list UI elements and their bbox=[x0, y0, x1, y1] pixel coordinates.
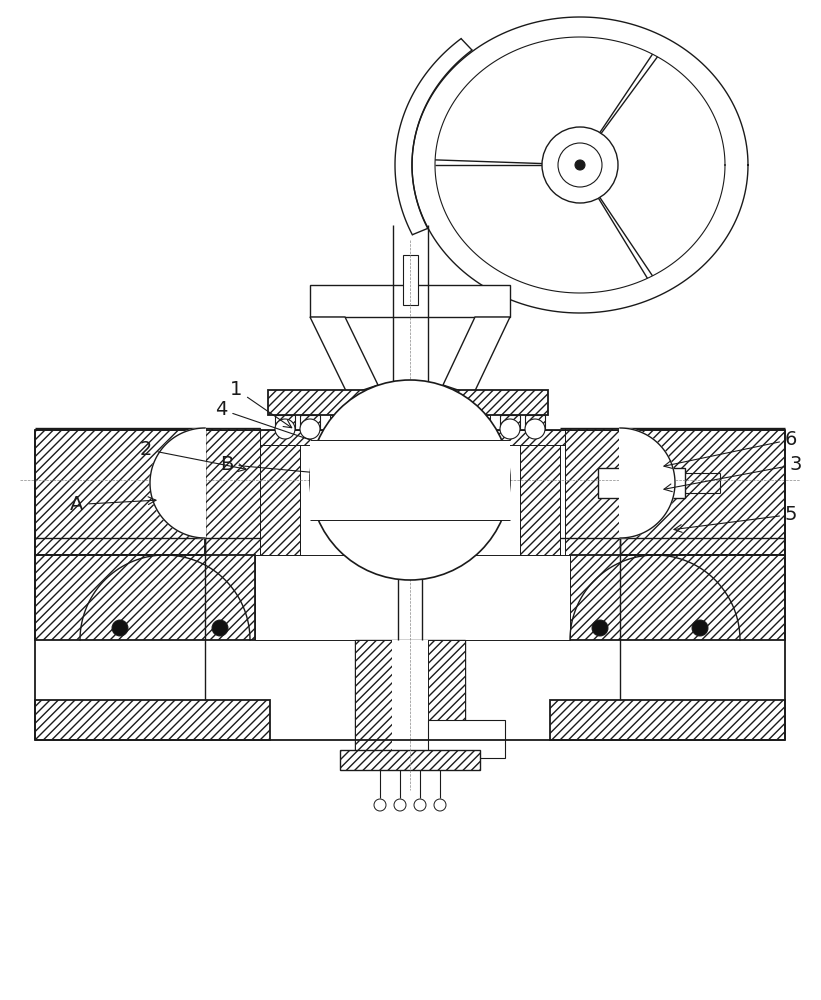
Circle shape bbox=[310, 380, 510, 580]
Polygon shape bbox=[268, 390, 548, 415]
Circle shape bbox=[443, 441, 457, 455]
Polygon shape bbox=[620, 430, 785, 555]
Bar bbox=[403, 255, 418, 305]
Bar bbox=[392, 640, 428, 750]
Bar bbox=[362, 415, 378, 433]
Circle shape bbox=[475, 462, 499, 486]
Circle shape bbox=[443, 423, 457, 437]
Circle shape bbox=[692, 620, 708, 636]
Polygon shape bbox=[35, 430, 205, 555]
Circle shape bbox=[363, 459, 377, 473]
Circle shape bbox=[592, 620, 608, 636]
Circle shape bbox=[558, 143, 602, 187]
Bar bbox=[300, 415, 320, 433]
Bar bbox=[310, 285, 510, 317]
Polygon shape bbox=[35, 555, 255, 640]
Circle shape bbox=[343, 441, 357, 455]
Bar bbox=[428, 720, 505, 758]
Text: A: A bbox=[70, 495, 156, 514]
Circle shape bbox=[414, 799, 426, 811]
Polygon shape bbox=[35, 700, 270, 740]
Polygon shape bbox=[205, 430, 330, 445]
Circle shape bbox=[463, 459, 477, 473]
Polygon shape bbox=[570, 555, 785, 640]
Polygon shape bbox=[255, 555, 570, 640]
Text: 6: 6 bbox=[664, 430, 797, 468]
Bar bbox=[598, 468, 685, 498]
Text: 4: 4 bbox=[215, 400, 336, 450]
Circle shape bbox=[542, 127, 618, 203]
Bar bbox=[340, 750, 480, 770]
Circle shape bbox=[343, 423, 357, 437]
Text: 3: 3 bbox=[664, 455, 802, 492]
Circle shape bbox=[434, 799, 446, 811]
Circle shape bbox=[525, 419, 545, 439]
Bar bbox=[500, 415, 520, 433]
Polygon shape bbox=[550, 700, 785, 740]
Polygon shape bbox=[490, 430, 620, 445]
Polygon shape bbox=[520, 445, 560, 555]
Text: 5: 5 bbox=[674, 505, 797, 532]
Polygon shape bbox=[433, 415, 490, 445]
Bar bbox=[355, 640, 465, 750]
Circle shape bbox=[394, 799, 406, 811]
Bar bbox=[525, 415, 545, 433]
Polygon shape bbox=[310, 440, 510, 520]
Polygon shape bbox=[565, 428, 620, 555]
Polygon shape bbox=[428, 640, 465, 750]
Bar bbox=[462, 415, 478, 433]
Polygon shape bbox=[620, 428, 675, 538]
Bar bbox=[342, 415, 358, 433]
Text: 2: 2 bbox=[140, 440, 246, 472]
Polygon shape bbox=[330, 415, 388, 445]
Circle shape bbox=[374, 799, 386, 811]
Circle shape bbox=[363, 423, 377, 437]
Polygon shape bbox=[443, 317, 510, 395]
Circle shape bbox=[212, 620, 228, 636]
Circle shape bbox=[443, 459, 457, 473]
Circle shape bbox=[275, 419, 295, 439]
Polygon shape bbox=[205, 428, 260, 555]
Circle shape bbox=[322, 466, 338, 482]
Polygon shape bbox=[565, 430, 620, 538]
Circle shape bbox=[315, 459, 345, 489]
Text: B: B bbox=[220, 455, 326, 477]
Polygon shape bbox=[310, 317, 378, 395]
Circle shape bbox=[500, 419, 520, 439]
Circle shape bbox=[363, 441, 377, 455]
Circle shape bbox=[112, 620, 128, 636]
Circle shape bbox=[463, 423, 477, 437]
Bar bbox=[275, 415, 295, 433]
Circle shape bbox=[300, 419, 320, 439]
Polygon shape bbox=[150, 428, 205, 538]
Polygon shape bbox=[205, 430, 260, 538]
Circle shape bbox=[463, 441, 477, 455]
Bar bbox=[442, 415, 458, 433]
Text: 1: 1 bbox=[230, 380, 291, 428]
Polygon shape bbox=[260, 445, 300, 555]
Circle shape bbox=[343, 459, 357, 473]
Polygon shape bbox=[355, 640, 392, 750]
Circle shape bbox=[575, 160, 585, 170]
